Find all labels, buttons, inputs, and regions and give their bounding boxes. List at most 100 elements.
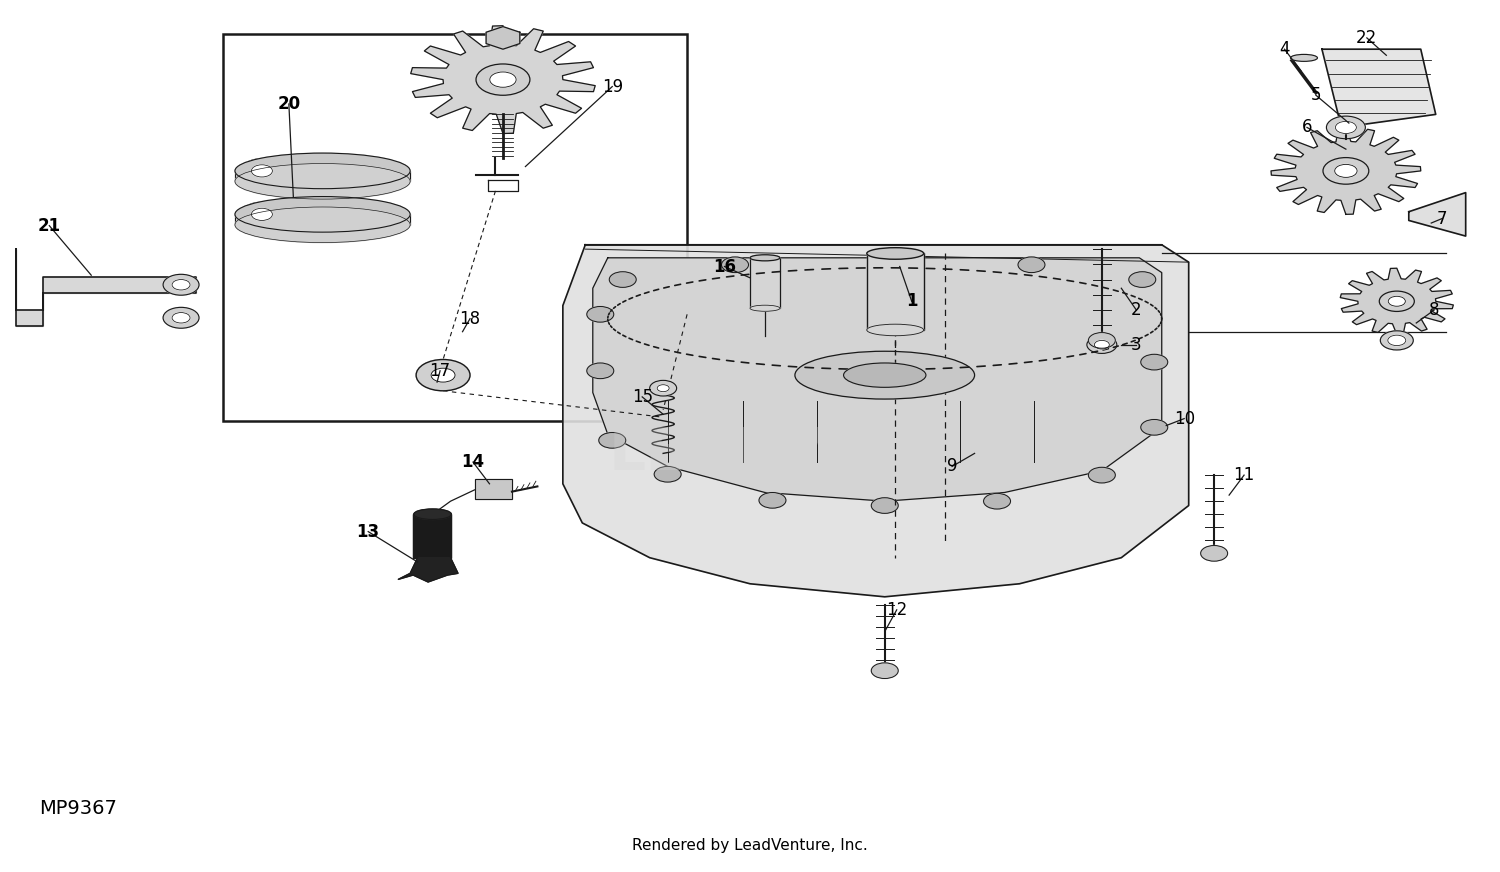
Polygon shape	[562, 245, 1188, 596]
Circle shape	[1388, 335, 1406, 345]
Text: 13: 13	[357, 522, 380, 541]
Text: 4: 4	[1280, 40, 1290, 58]
Ellipse shape	[236, 196, 410, 232]
Text: MP9367: MP9367	[39, 800, 117, 819]
Bar	[750, 258, 780, 308]
Circle shape	[1130, 272, 1155, 288]
Circle shape	[1335, 121, 1356, 133]
Text: Rendered by LeadVenture, Inc.: Rendered by LeadVenture, Inc.	[632, 838, 868, 853]
Circle shape	[1089, 332, 1116, 348]
Circle shape	[1326, 116, 1365, 139]
Circle shape	[586, 363, 613, 378]
Circle shape	[654, 467, 681, 482]
Text: 22: 22	[1356, 29, 1377, 47]
Circle shape	[1089, 467, 1116, 483]
Circle shape	[871, 663, 898, 678]
Circle shape	[416, 359, 470, 391]
Polygon shape	[398, 558, 458, 582]
Polygon shape	[1322, 49, 1436, 127]
Ellipse shape	[750, 305, 780, 311]
Circle shape	[1323, 158, 1370, 184]
Bar	[474, 480, 512, 499]
Text: 20: 20	[278, 95, 300, 113]
Polygon shape	[1341, 269, 1454, 334]
Text: 16: 16	[712, 257, 736, 276]
Ellipse shape	[236, 207, 410, 242]
Polygon shape	[411, 26, 596, 133]
Circle shape	[242, 159, 284, 183]
Text: 10: 10	[1173, 410, 1196, 427]
Ellipse shape	[750, 255, 780, 261]
Ellipse shape	[795, 351, 975, 399]
Circle shape	[164, 307, 200, 328]
Bar	[236, 171, 410, 181]
Polygon shape	[486, 27, 520, 49]
Circle shape	[1200, 546, 1227, 562]
Circle shape	[172, 280, 190, 290]
Polygon shape	[1270, 127, 1420, 215]
Text: 11: 11	[1233, 467, 1254, 484]
Circle shape	[722, 257, 748, 273]
Text: 14: 14	[462, 453, 484, 471]
Text: 7: 7	[1437, 209, 1448, 228]
Circle shape	[609, 272, 636, 288]
Text: 1: 1	[906, 292, 918, 310]
Bar	[413, 514, 450, 558]
Text: 5: 5	[1311, 86, 1322, 105]
Circle shape	[586, 306, 613, 322]
Circle shape	[871, 498, 898, 514]
Circle shape	[1380, 330, 1413, 350]
Ellipse shape	[236, 164, 410, 199]
Circle shape	[242, 202, 284, 227]
Text: 21: 21	[38, 216, 62, 235]
Polygon shape	[592, 258, 1161, 501]
Text: LEADV: LEADV	[609, 425, 825, 482]
Circle shape	[1088, 336, 1118, 353]
Text: 8: 8	[1430, 301, 1440, 319]
Bar	[867, 254, 924, 330]
Circle shape	[490, 72, 516, 87]
Circle shape	[164, 275, 200, 296]
Circle shape	[657, 385, 669, 392]
Ellipse shape	[867, 248, 924, 259]
Circle shape	[1380, 291, 1414, 311]
Circle shape	[476, 64, 530, 95]
Circle shape	[1019, 257, 1046, 273]
Circle shape	[1142, 419, 1167, 435]
Circle shape	[650, 380, 676, 396]
Circle shape	[1335, 165, 1358, 177]
Text: 9: 9	[946, 458, 957, 475]
Circle shape	[172, 312, 190, 323]
Ellipse shape	[236, 153, 410, 188]
Text: 18: 18	[459, 310, 480, 328]
Bar	[236, 215, 410, 225]
Ellipse shape	[414, 509, 452, 520]
Circle shape	[430, 368, 454, 382]
Ellipse shape	[1290, 54, 1317, 61]
Text: 3: 3	[1131, 336, 1142, 354]
Circle shape	[871, 255, 898, 270]
Polygon shape	[1408, 193, 1466, 236]
Text: 17: 17	[429, 362, 450, 380]
Circle shape	[1095, 340, 1110, 349]
Circle shape	[1142, 354, 1167, 370]
Ellipse shape	[867, 324, 924, 336]
Text: 15: 15	[632, 388, 652, 405]
Text: 6: 6	[1302, 119, 1312, 136]
Circle shape	[598, 433, 625, 448]
Circle shape	[984, 494, 1011, 509]
Text: 2: 2	[1131, 301, 1142, 319]
Bar	[236, 171, 410, 181]
Bar	[867, 254, 924, 330]
Bar	[413, 514, 450, 558]
Text: 19: 19	[602, 78, 622, 96]
Bar	[750, 258, 780, 308]
Bar	[236, 215, 410, 225]
Ellipse shape	[843, 363, 926, 387]
Text: 12: 12	[886, 601, 908, 619]
Circle shape	[759, 493, 786, 508]
Circle shape	[252, 208, 273, 221]
Bar	[224, 34, 687, 421]
Circle shape	[1388, 296, 1406, 306]
Bar	[474, 480, 512, 499]
